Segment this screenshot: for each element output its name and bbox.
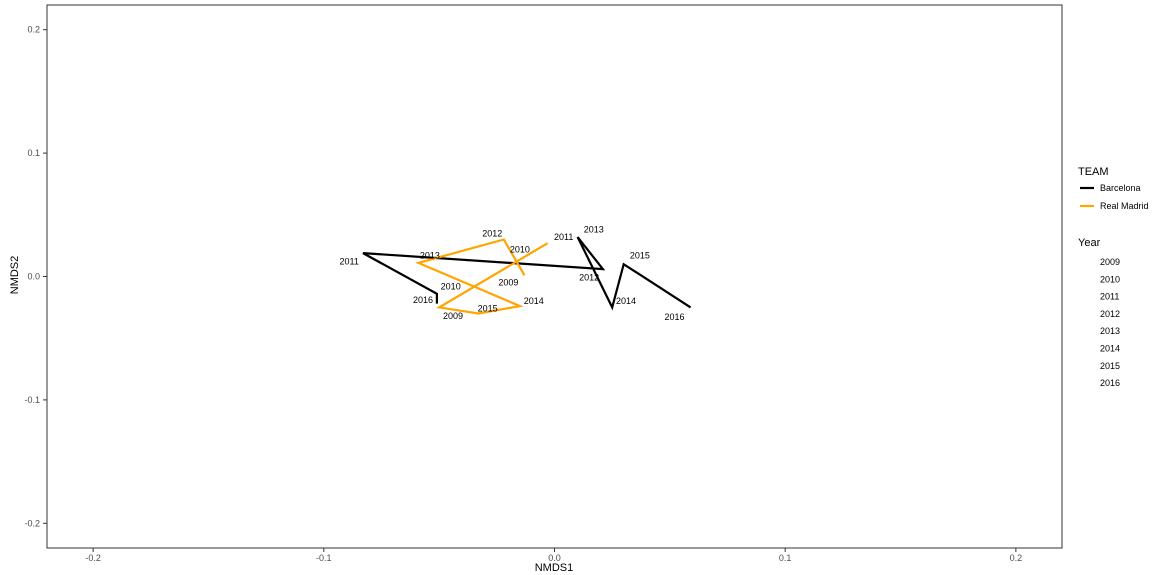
y-tick-label: 0.0 xyxy=(27,272,40,282)
point-label: 2010 xyxy=(510,244,530,254)
x-tick-label: 0.2 xyxy=(1010,553,1023,563)
legend-team-items: Barcelona Real Madrid xyxy=(1080,183,1149,211)
point-label: 2009 xyxy=(498,278,518,288)
y-tick-label: -0.1 xyxy=(24,395,40,405)
legend-label: Real Madrid xyxy=(1100,201,1149,211)
point-label: 2009 xyxy=(443,311,463,321)
x-tick-label: -0.1 xyxy=(316,553,332,563)
legend-label: 2011 xyxy=(1100,292,1119,302)
point-label: 2016 xyxy=(664,312,684,322)
legend-label: 2014 xyxy=(1100,344,1120,354)
point-label: 2014 xyxy=(616,296,636,306)
y-axis: -0.2 -0.1 0.0 0.1 0.2 xyxy=(24,25,47,528)
y-tick-label: -0.2 xyxy=(24,518,40,528)
point-label-layer: 2011 2013 2010 2016 2009 2015 2014 2012 2010 2009… xyxy=(340,225,685,323)
point-label: 2015 xyxy=(478,304,498,314)
x-tick-label: 0.1 xyxy=(779,553,792,563)
y-tick-label: 0.1 xyxy=(27,148,40,158)
x-axis: -0.2 -0.1 0.0 0.1 0.2 xyxy=(85,548,1022,563)
legend-label: 2013 xyxy=(1100,326,1120,336)
point-label: 2011 xyxy=(340,257,359,267)
legend-year-title: Year xyxy=(1078,237,1101,249)
point-label: 2012 xyxy=(482,228,502,238)
series-line-barcelona xyxy=(362,236,692,311)
series-line-real-madrid xyxy=(415,238,549,315)
point-label: 2012 xyxy=(579,273,599,283)
legend-label: 2012 xyxy=(1100,309,1120,319)
x-tick-label: 0.0 xyxy=(548,553,561,563)
point-label: 2011 xyxy=(554,232,573,242)
point-label: 2014 xyxy=(524,296,544,306)
x-axis-title: NMDS1 xyxy=(535,562,574,574)
y-tick-label: 0.2 xyxy=(27,25,40,35)
legend-label: 2009 xyxy=(1100,257,1120,267)
point-label: 2013 xyxy=(584,225,604,235)
legend-label: 2016 xyxy=(1100,378,1120,388)
point-label: 2015 xyxy=(630,251,650,261)
legend-label: 2015 xyxy=(1100,361,1120,371)
legend-year-items: 2009 2010 2011 2012 2013 2014 2015 2016 xyxy=(1100,257,1120,388)
point-label: 2016 xyxy=(413,295,433,305)
point-label: 2010 xyxy=(441,281,461,291)
legend-label: Barcelona xyxy=(1100,183,1141,193)
legend-label: 2010 xyxy=(1100,274,1120,284)
point-label: 2013 xyxy=(420,251,440,261)
legend-team-title: TEAM xyxy=(1078,166,1109,178)
series-layer xyxy=(362,236,692,315)
x-tick-label: -0.2 xyxy=(85,553,101,563)
y-axis-title: NMDS2 xyxy=(9,256,21,295)
